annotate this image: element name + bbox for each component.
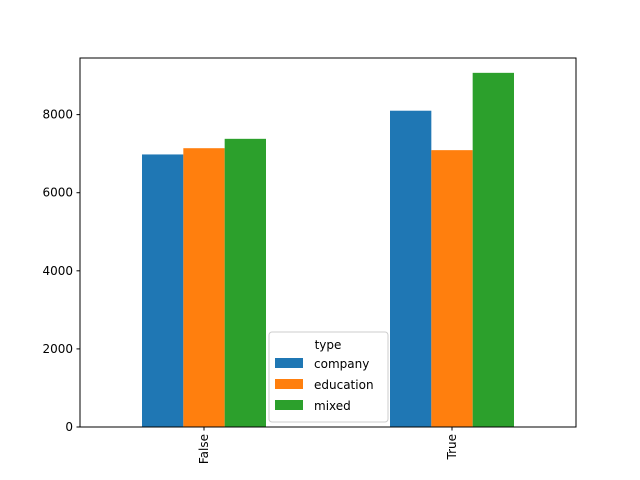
bar-mixed-True — [472, 72, 514, 427]
x-tick-label: True — [445, 434, 459, 461]
plot-frame — [79, 57, 577, 428]
bar-mixed-False — [224, 138, 266, 428]
legend-label-company: company — [314, 357, 369, 371]
legend-label-education: education — [314, 378, 374, 392]
bar-company-False — [142, 154, 184, 427]
x-axis: False True — [197, 427, 459, 464]
legend-swatch-mixed — [275, 400, 303, 410]
bar-company-True — [390, 110, 432, 427]
bar-education-True — [431, 150, 473, 427]
legend-label-mixed: mixed — [314, 399, 351, 413]
y-tick-label: 0 — [65, 420, 73, 434]
legend-box — [268, 331, 389, 423]
y-axis: 0 2000 4000 6000 8000 — [42, 108, 80, 434]
bars-group — [142, 72, 514, 428]
legend: type company education mixed — [268, 331, 389, 423]
legend-swatch-company — [275, 358, 303, 368]
y-tick-label: 6000 — [42, 186, 73, 200]
legend-title: type — [315, 338, 342, 352]
x-tick-label: False — [197, 434, 211, 464]
y-tick-label: 2000 — [42, 342, 73, 356]
bar-education-False — [183, 148, 225, 427]
legend-items: company education mixed — [275, 357, 374, 413]
y-tick-label: 8000 — [42, 108, 73, 122]
legend-swatch-education — [275, 379, 303, 389]
y-tick-label: 4000 — [42, 264, 73, 278]
